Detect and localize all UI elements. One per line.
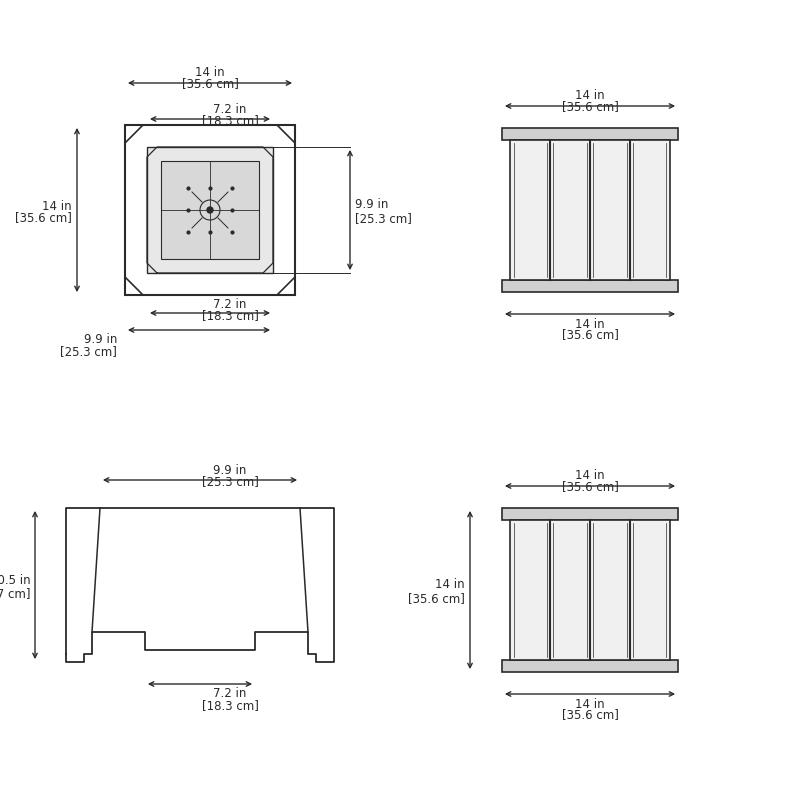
- Text: 14 in: 14 in: [435, 578, 465, 591]
- Bar: [510, 140, 670, 280]
- Bar: [510, 520, 670, 660]
- Text: 14 in: 14 in: [575, 318, 605, 331]
- Text: [25.3 cm]: [25.3 cm]: [202, 475, 258, 488]
- Bar: [502, 128, 678, 140]
- Text: 9.9 in: 9.9 in: [214, 464, 246, 477]
- Text: [35.6 cm]: [35.6 cm]: [562, 480, 618, 493]
- Text: 26.7 cm]: 26.7 cm]: [0, 587, 31, 601]
- Bar: [502, 508, 678, 520]
- Text: [35.6 cm]: [35.6 cm]: [15, 211, 72, 225]
- Text: [25.3 cm]: [25.3 cm]: [60, 345, 117, 358]
- Text: [18.3 cm]: [18.3 cm]: [202, 699, 258, 712]
- Circle shape: [207, 207, 213, 213]
- Text: 7.2 in: 7.2 in: [214, 298, 246, 311]
- Text: 10.5 in: 10.5 in: [0, 574, 31, 586]
- Text: [25.3 cm]: [25.3 cm]: [355, 213, 412, 226]
- Bar: [502, 660, 678, 672]
- Text: [35.6 cm]: [35.6 cm]: [182, 77, 238, 90]
- Bar: [161, 161, 259, 259]
- Text: [18.3 cm]: [18.3 cm]: [202, 114, 258, 127]
- Text: 7.2 in: 7.2 in: [214, 687, 246, 700]
- Text: [35.6 cm]: [35.6 cm]: [562, 328, 618, 341]
- Text: [35.6 cm]: [35.6 cm]: [562, 708, 618, 721]
- Text: 14 in: 14 in: [575, 698, 605, 711]
- Text: 9.9 in: 9.9 in: [355, 198, 388, 211]
- Text: 14 in: 14 in: [195, 66, 225, 79]
- Bar: [125, 125, 295, 295]
- Text: 14 in: 14 in: [575, 89, 605, 102]
- Text: [18.3 cm]: [18.3 cm]: [202, 309, 258, 322]
- Bar: [502, 280, 678, 292]
- Text: 14 in: 14 in: [575, 469, 605, 482]
- Bar: [147, 147, 273, 273]
- Text: 7.2 in: 7.2 in: [214, 103, 246, 116]
- Text: [35.6 cm]: [35.6 cm]: [408, 593, 465, 606]
- Text: 9.9 in: 9.9 in: [84, 333, 117, 346]
- Text: [35.6 cm]: [35.6 cm]: [562, 100, 618, 113]
- Text: 14 in: 14 in: [42, 199, 72, 213]
